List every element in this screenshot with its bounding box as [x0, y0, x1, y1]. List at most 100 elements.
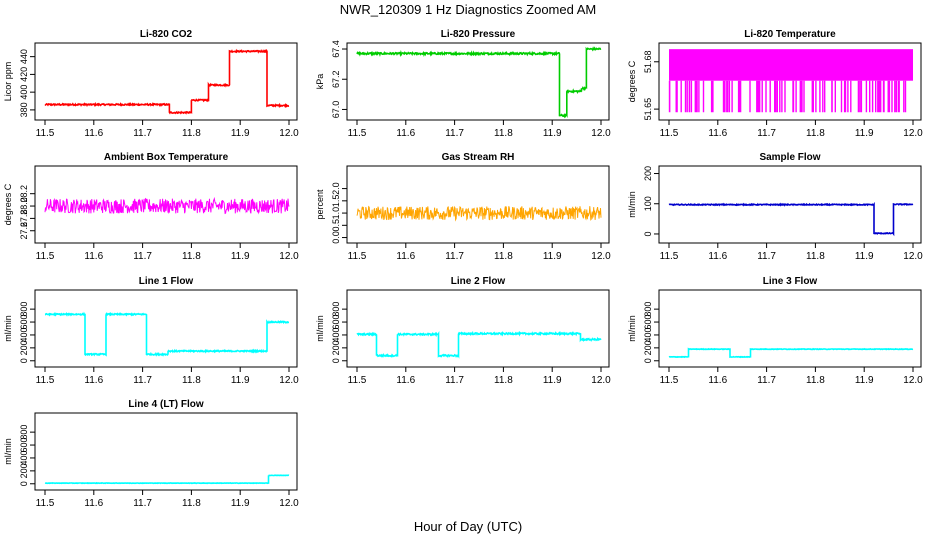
x-tick-label: 11.5: [348, 375, 367, 386]
x-tick-label: 11.5: [36, 128, 55, 139]
x-tick-label: 11.8: [182, 251, 201, 262]
series-band: [669, 49, 913, 81]
chart-panel: Ambient Box Temperature degrees C 11.5 11.6…: [3, 152, 299, 262]
chart-title: Sample Flow: [759, 152, 820, 163]
x-tick-label: 12.0: [279, 251, 299, 262]
chart-title: Line 1 Flow: [139, 276, 194, 287]
y-tick-label: 200: [19, 340, 29, 355]
x-tick-label: 11.6: [84, 375, 103, 386]
chart-panel: Line 3 Flow ml/min 11.5 11.6 11.7 11.8 11.9 12.…: [627, 276, 923, 386]
y-tick-label: 67.2: [331, 70, 341, 88]
x-tick-label: 11.5: [348, 251, 367, 262]
x-tick-label: 11.5: [36, 498, 55, 509]
chart-panel: Line 2 Flow ml/min 11.5 11.6 11.7 11.8 11.9 12.…: [315, 276, 611, 386]
x-tick-label: 12.0: [591, 375, 611, 386]
series-line: [44, 196, 290, 215]
x-tick-label: 11.9: [231, 128, 250, 139]
y-axis-label: ml/min: [315, 315, 325, 342]
y-tick-label: 600: [19, 438, 29, 453]
y-axis-label: degrees C: [3, 183, 13, 225]
x-tick-label: 11.7: [757, 128, 776, 139]
y-tick-label: 28.0: [19, 197, 29, 215]
y-axis-label: ml/min: [627, 315, 637, 342]
x-tick-label: 11.6: [708, 251, 727, 262]
x-tick-label: 11.9: [855, 128, 874, 139]
chart-panel: Li-820 CO2 Licor ppm 11.5 11.6 11.7 11.8 11.9 1…: [3, 29, 299, 139]
x-tick-label: 11.8: [494, 375, 513, 386]
plot-frame: [346, 289, 610, 368]
y-tick-label: 400: [19, 450, 29, 465]
x-tick-label: 12.0: [279, 498, 299, 509]
y-tick-label: 1.5: [331, 195, 341, 208]
x-tick-label: 12.0: [279, 375, 299, 386]
y-tick-label: 440: [19, 49, 29, 64]
y-tick-label: 0.0: [331, 231, 341, 244]
plot-frame: [34, 165, 298, 244]
chart-panel: Line 4 (LT) Flow ml/min 11.5 11.6 11.7 11.8 11…: [3, 399, 299, 509]
chart-panel: Li-820 Temperature degrees C 11.5 11.6 11.7 1…: [627, 29, 923, 139]
x-tick-label: 11.9: [855, 251, 874, 262]
plot-frame: [658, 42, 922, 121]
y-tick-label: 0: [19, 481, 29, 486]
y-axis-label: ml/min: [3, 315, 13, 342]
x-tick-label: 11.5: [348, 128, 367, 139]
y-axis-label: ml/min: [3, 438, 13, 465]
x-tick-label: 11.6: [708, 128, 727, 139]
chart-panel: Sample Flow ml/min 11.5 11.6 11.7 11.8 11.9 12.…: [627, 152, 923, 262]
x-tick-label: 11.9: [543, 128, 562, 139]
plot-frame: [346, 165, 610, 244]
y-tick-label: 200: [643, 340, 653, 355]
chart-title: Line 3 Flow: [763, 276, 818, 287]
series-line: [356, 46, 602, 119]
plot-frame: [34, 42, 298, 121]
chart-title: Line 2 Flow: [451, 276, 506, 287]
chart-panel: Gas Stream RH percent 11.5 11.6 11.7 11.8 11.9…: [315, 152, 611, 262]
series-line: [44, 474, 290, 485]
x-tick-label: 11.7: [445, 375, 464, 386]
series-spikes: [668, 80, 907, 113]
x-tick-label: 11.8: [494, 128, 513, 139]
y-tick-label: 67.4: [331, 40, 341, 58]
x-tick-label: 11.5: [36, 251, 55, 262]
x-tick-label: 11.6: [396, 128, 415, 139]
x-tick-label: 11.6: [84, 251, 103, 262]
y-tick-label: 800: [19, 425, 29, 440]
figure-x-axis-label: Hour of Day (UTC): [414, 519, 522, 534]
y-tick-label: 600: [643, 315, 653, 330]
x-tick-label: 11.9: [543, 251, 562, 262]
chart-title: Ambient Box Temperature: [104, 152, 229, 163]
y-tick-label: 100: [643, 196, 653, 211]
y-tick-label: 380: [19, 102, 29, 117]
y-tick-label: 200: [643, 166, 653, 181]
x-tick-label: 11.7: [133, 128, 152, 139]
series-line: [44, 48, 290, 115]
y-tick-label: 0: [643, 231, 653, 236]
series-line: [44, 311, 289, 357]
chart-title: Line 4 (LT) Flow: [128, 399, 204, 410]
x-tick-label: 11.8: [182, 375, 201, 386]
y-tick-label: 400: [643, 327, 653, 342]
x-tick-label: 11.5: [36, 375, 55, 386]
series-line: [668, 201, 914, 237]
y-tick-label: 800: [643, 302, 653, 317]
series-line: [356, 330, 602, 359]
x-tick-label: 11.8: [182, 498, 201, 509]
y-tick-label: 800: [331, 302, 341, 317]
x-tick-label: 11.7: [757, 375, 776, 386]
x-tick-label: 12.0: [903, 251, 923, 262]
panel-grid: Li-820 CO2 Licor ppm 11.5 11.6 11.7 11.8 11.9 1…: [3, 29, 923, 509]
chart-panel: Line 1 Flow ml/min 11.5 11.6 11.7 11.8 11.9 12.…: [3, 276, 299, 386]
y-tick-label: 27.6: [19, 222, 29, 240]
y-tick-label: 400: [19, 85, 29, 100]
y-tick-label: 800: [19, 302, 29, 317]
y-tick-label: 51.65: [643, 98, 653, 121]
series-line: [356, 205, 602, 222]
y-tick-label: 51.68: [643, 51, 653, 74]
x-tick-label: 12.0: [591, 251, 611, 262]
x-tick-label: 11.7: [445, 251, 464, 262]
x-tick-label: 11.8: [806, 251, 825, 262]
x-tick-label: 11.8: [806, 128, 825, 139]
y-axis-label: degrees C: [627, 60, 637, 102]
x-tick-label: 11.6: [84, 128, 103, 139]
